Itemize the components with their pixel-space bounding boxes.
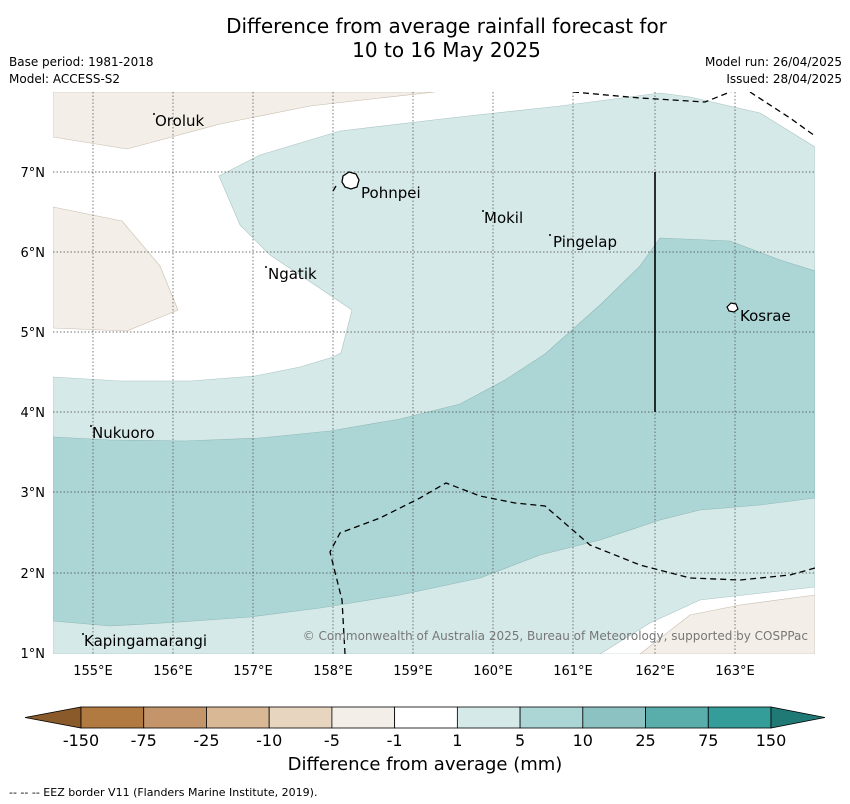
colorbar-tick-label: -150 xyxy=(63,731,99,750)
colorbar-tick-label: 150 xyxy=(756,731,787,750)
colorbar-bin xyxy=(143,706,207,729)
meta-right: Model run: 26/04/2025 Issued: 28/04/2025 xyxy=(705,54,842,88)
colorbar-bin xyxy=(268,706,333,729)
meta-left: Base period: 1981-2018 Model: ACCESS-S2 xyxy=(9,54,154,88)
model-text: Model: ACCESS-S2 xyxy=(9,72,121,86)
copyright-text: © Commonwealth of Australia 2025, Bureau… xyxy=(303,629,808,643)
lon-label: 155°E xyxy=(73,664,113,679)
map-title-line-1: Difference from average rainfall forecas… xyxy=(226,14,667,38)
colorbar-tick-label: -25 xyxy=(193,731,219,750)
atoll-dots xyxy=(82,113,551,635)
colorbar-extend-low xyxy=(24,706,82,729)
place-label-kapingamarangi: Kapingamarangi xyxy=(84,632,207,650)
colorbar-bin xyxy=(331,706,396,729)
lat-label: 7°N xyxy=(21,166,46,181)
colorbar: -150 -75 -25 -10 -5 -1 1 5 10 25 75 150 xyxy=(24,706,826,750)
lat-label: 5°N xyxy=(21,326,46,341)
place-label-pingelap: Pingelap xyxy=(553,233,617,251)
colorbar-bin xyxy=(80,706,145,729)
lon-label: 160°E xyxy=(473,664,513,679)
lon-label: 163°E xyxy=(715,664,755,679)
colorbar-tick-label: 25 xyxy=(635,731,655,750)
lon-label: 161°E xyxy=(553,664,593,679)
lat-label: 4°N xyxy=(21,406,46,421)
place-label-nukuoro: Nukuoro xyxy=(92,424,155,442)
model-run-text: Model run: 26/04/2025 xyxy=(704,55,842,69)
place-label-ngatik: Ngatik xyxy=(268,265,317,283)
latitude-labels: 7°N 6°N 5°N 4°N 3°N 2°N 1°N xyxy=(21,166,46,662)
rainfall-contours: Oroluk Pohnpei Mokil Pingelap Ngatik Kos… xyxy=(53,92,815,654)
map-title-line-2: 10 to 16 May 2025 xyxy=(352,38,541,62)
colorbar-tick-label: 75 xyxy=(698,731,718,750)
colorbar-bin xyxy=(519,706,584,729)
colorbar-tick-label: -5 xyxy=(324,731,340,750)
lon-label: 162°E xyxy=(635,664,675,679)
eez-footnote: -- -- -- EEZ border V11 (Flanders Marine… xyxy=(9,786,318,799)
colorbar-bin xyxy=(707,706,772,729)
colorbar-extend-high xyxy=(770,706,826,729)
contour-5-to-10 xyxy=(53,237,815,627)
place-label-kosrae: Kosrae xyxy=(740,307,791,325)
contour-dry-left xyxy=(53,206,179,332)
contour-dry-top-left xyxy=(53,92,436,150)
lat-label: 6°N xyxy=(21,246,46,261)
place-label-mokil: Mokil xyxy=(484,209,523,227)
lon-label: 156°E xyxy=(153,664,193,679)
colorbar-tick-label: -1 xyxy=(387,731,403,750)
colorbar-title: Difference from average (mm) xyxy=(287,754,563,775)
pohnpei-island xyxy=(341,171,360,190)
colorbar-bin xyxy=(206,706,270,729)
colorbar-bin xyxy=(394,706,458,729)
colorbar-tick-label: 10 xyxy=(573,731,593,750)
colorbar-bin xyxy=(456,706,521,729)
lon-label: 159°E xyxy=(393,664,433,679)
colorbar-bin xyxy=(645,706,709,729)
place-label-pohnpei: Pohnpei xyxy=(361,184,421,202)
lat-label: 2°N xyxy=(21,567,46,582)
place-label-oroluk: Oroluk xyxy=(155,112,204,130)
lat-label: 3°N xyxy=(21,486,46,501)
colorbar-tick-label: -75 xyxy=(131,731,157,750)
eez-borders xyxy=(329,92,815,654)
lon-label: 158°E xyxy=(313,664,353,679)
contour-dry-lower-right xyxy=(639,594,815,654)
longitude-labels: 155°E 156°E 157°E 158°E 159°E 160°E 161°… xyxy=(73,664,755,679)
base-period-text: Base period: 1981-2018 xyxy=(9,55,154,69)
lat-label: 1°N xyxy=(21,647,46,662)
colorbar-bin xyxy=(582,706,646,729)
colorbar-tick-label: 5 xyxy=(515,731,525,750)
issued-text: Issued: 28/04/2025 xyxy=(726,72,842,86)
kosrae-island xyxy=(726,302,739,313)
lon-label: 157°E xyxy=(233,664,273,679)
colorbar-tick-label: -10 xyxy=(256,731,282,750)
colorbar-tick-label: 1 xyxy=(452,731,462,750)
